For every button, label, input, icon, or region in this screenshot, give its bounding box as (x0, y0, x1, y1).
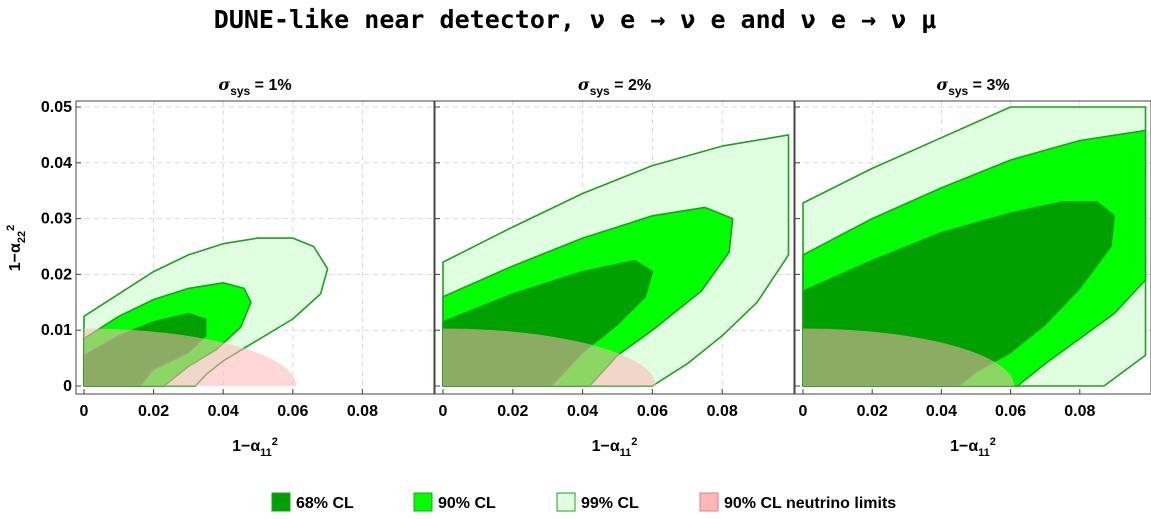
legend-item-cl99: 99% CL (556, 492, 639, 512)
y-tick-label: 0.01 (41, 322, 72, 339)
x-ticks: 0 0.02 0.04 0.06 0.08 (80, 389, 378, 420)
neutrino-limit-region (84, 328, 297, 386)
y-tick-label: 0.05 (41, 99, 72, 116)
plot-frame (794, 100, 1151, 395)
x-tick-label: 0.04 (567, 403, 598, 420)
panels: 0 0.02 0.04 0.06 0.08 0 0.01 0.02 0.03 0.04 0.05 σs… (5, 75, 1151, 459)
y-tick-label: 0.02 (41, 266, 72, 283)
x-tick-label: 0.06 (277, 403, 308, 420)
x-tick-label: 0.02 (857, 403, 888, 420)
legend-swatch (699, 492, 719, 512)
legend-label: 90% CL neutrino limits (724, 495, 896, 512)
panel-2: 0 0.02 0.04 0.06 0.08 σsys = 2% 1−α112 (434, 75, 795, 459)
legend-swatch (271, 492, 291, 512)
x-tick-label: 0.02 (497, 403, 528, 420)
panel-3: 0 0.02 0.04 0.06 0.08 σsys = 3% 1−α112 (794, 75, 1151, 459)
x-tick-label: 0.06 (995, 403, 1026, 420)
y-tick-label: 0.04 (41, 155, 72, 172)
panel-1: 0 0.02 0.04 0.06 0.08 0 0.01 0.02 0.03 0.04 0.05 σs… (5, 75, 435, 459)
x-tick-label: 0 (439, 403, 448, 420)
x-tick-label: 0.04 (208, 403, 239, 420)
x-axis-label: 1−α112 (232, 436, 278, 459)
x-tick-label: 0.02 (138, 403, 169, 420)
x-axis-label: 1−α112 (950, 436, 996, 459)
panel-title: σsys = 1% (218, 75, 291, 98)
x-tick-label: 0.08 (1064, 403, 1095, 420)
legend-item-cl68: 68% CL (271, 492, 354, 512)
y-axis-label: 1−α222 (5, 225, 28, 271)
y-ticks: 0 0.01 0.02 0.03 0.04 0.05 (41, 99, 81, 395)
x-axis-label: 1−α112 (592, 436, 638, 459)
plot-frame (75, 100, 435, 395)
legend-label: 99% CL (581, 495, 639, 512)
panel-title: σsys = 3% (936, 75, 1009, 98)
x-tick-label: 0.06 (637, 403, 668, 420)
x-ticks: 0 0.02 0.04 0.06 0.08 (439, 389, 738, 420)
x-tick-label: 0.08 (707, 403, 738, 420)
legend-item-nu90: 90% CL neutrino limits (699, 492, 896, 512)
panel-title: σsys = 2% (578, 75, 651, 98)
x-tick-label: 0 (799, 403, 808, 420)
x-tick-label: 0.04 (926, 403, 957, 420)
legend: 68% CL 90% CL 99% CL 90% CL neutrino limits (271, 492, 896, 512)
y-tick-label: 0.03 (41, 211, 72, 228)
legend-swatch (556, 492, 576, 512)
legend-label: 68% CL (296, 495, 354, 512)
legend-item-cl90: 90% CL (413, 492, 496, 512)
neutrino-limit-region (803, 328, 1015, 386)
figure-title: DUNE-like near detector, ν e → ν e and ν… (214, 5, 936, 34)
plot-frame (434, 100, 795, 395)
x-tick-label: 0 (80, 403, 89, 420)
legend-label: 90% CL (438, 495, 496, 512)
legend-swatch (413, 492, 433, 512)
neutrino-limit-region (443, 328, 656, 386)
y-tick-label: 0 (63, 378, 72, 395)
x-ticks: 0 0.02 0.04 0.06 0.08 (799, 389, 1095, 420)
x-tick-label: 0.08 (347, 403, 378, 420)
